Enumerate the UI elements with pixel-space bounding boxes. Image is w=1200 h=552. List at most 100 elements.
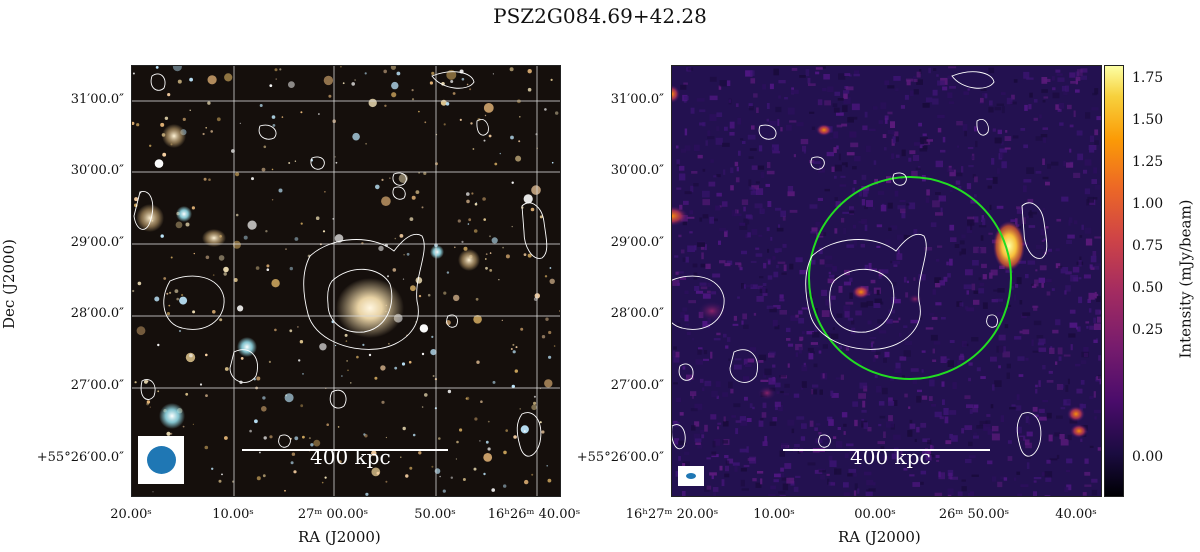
noise-pixel — [751, 125, 755, 130]
noise-pixel — [768, 351, 776, 356]
noise-pixel — [958, 355, 965, 361]
noise-pixel — [1089, 264, 1093, 269]
noise-pixel — [893, 434, 901, 440]
noise-pixel — [687, 245, 695, 252]
noise-pixel — [790, 89, 799, 94]
noise-pixel — [801, 386, 804, 390]
noise-pixel — [675, 351, 680, 358]
noise-pixel — [949, 169, 956, 177]
noise-pixel — [775, 405, 778, 411]
noise-pixel — [762, 84, 766, 90]
galaxy-dot — [415, 190, 420, 194]
noise-pixel — [963, 284, 972, 290]
noise-pixel — [750, 284, 758, 289]
noise-pixel — [810, 231, 818, 234]
noise-pixel — [925, 197, 930, 203]
galaxy-dot — [177, 79, 182, 84]
noise-pixel — [919, 144, 925, 149]
noise-pixel — [998, 334, 1006, 341]
galaxy-dot — [431, 71, 435, 75]
galaxy-dot — [185, 222, 190, 227]
noise-pixel — [684, 451, 690, 455]
noise-pixel — [1084, 188, 1090, 195]
noise-pixel — [733, 213, 742, 216]
noise-pixel — [847, 317, 854, 321]
noise-pixel — [805, 69, 810, 77]
galaxy-dot — [391, 92, 397, 98]
noise-pixel — [968, 455, 976, 459]
galaxy-dot — [402, 278, 405, 280]
beam-box — [678, 466, 704, 486]
noise-pixel — [968, 441, 973, 447]
noise-pixel — [1060, 267, 1069, 274]
noise-pixel — [901, 375, 905, 379]
noise-pixel — [876, 224, 883, 228]
noise-pixel — [1099, 378, 1101, 385]
noise-pixel — [1025, 274, 1029, 279]
noise-pixel — [846, 152, 855, 156]
noise-pixel — [793, 486, 799, 492]
noise-pixel — [822, 344, 828, 349]
noise-pixel — [842, 211, 850, 214]
noise-pixel — [850, 327, 856, 335]
galaxy-dot — [237, 305, 244, 312]
noise-pixel — [849, 210, 855, 214]
noise-pixel — [757, 471, 764, 474]
noise-pixel — [966, 226, 973, 234]
noise-pixel — [1023, 179, 1032, 183]
noise-pixel — [1089, 146, 1095, 153]
galaxy-dot — [334, 156, 336, 158]
noise-pixel — [967, 493, 974, 496]
noise-pixel — [815, 71, 820, 75]
noise-pixel — [1031, 283, 1034, 286]
galaxy-dot — [235, 213, 239, 217]
noise-pixel — [716, 174, 721, 178]
galaxy-dot — [218, 255, 225, 261]
noise-pixel — [921, 395, 928, 400]
noise-pixel — [963, 91, 969, 95]
noise-pixel — [843, 431, 846, 435]
noise-pixel — [1068, 217, 1073, 223]
noise-pixel — [780, 467, 784, 472]
noise-pixel — [735, 262, 742, 266]
noise-pixel — [679, 204, 683, 210]
noise-pixel — [807, 347, 814, 352]
noise-pixel — [834, 228, 838, 234]
noise-pixel — [898, 317, 901, 321]
galaxy-dot — [509, 67, 514, 72]
noise-pixel — [1052, 329, 1059, 334]
galaxy-dot — [446, 271, 450, 274]
noise-pixel — [1011, 404, 1016, 407]
noise-pixel — [874, 178, 878, 185]
noise-pixel — [785, 327, 791, 333]
noise-pixel — [777, 261, 786, 264]
noise-pixel — [1084, 159, 1092, 166]
noise-pixel — [815, 67, 823, 70]
noise-pixel — [1039, 114, 1042, 119]
galaxy-dot — [466, 83, 469, 86]
noise-pixel — [820, 474, 826, 480]
noise-pixel — [1092, 251, 1097, 257]
noise-pixel — [835, 441, 843, 448]
noise-pixel — [732, 323, 739, 326]
scale-bar-label: 400 kpc — [850, 445, 931, 469]
noise-pixel — [798, 310, 803, 315]
galaxy-dot — [269, 435, 273, 439]
noise-pixel — [888, 397, 893, 403]
noise-pixel — [724, 263, 731, 267]
noise-pixel — [683, 200, 689, 205]
noise-pixel — [1067, 104, 1072, 110]
noise-pixel — [876, 245, 881, 248]
noise-pixel — [803, 149, 806, 154]
noise-pixel — [1013, 477, 1017, 481]
galaxy-dot — [421, 206, 424, 209]
noise-pixel — [762, 286, 766, 293]
noise-pixel — [1043, 238, 1046, 241]
noise-pixel — [1029, 211, 1037, 215]
radio-contours — [672, 71, 1048, 457]
noise-pixel — [1091, 265, 1100, 270]
noise-pixel — [1100, 299, 1101, 303]
noise-pixel — [742, 284, 746, 289]
noise-pixel — [903, 325, 908, 328]
noise-pixel — [682, 463, 686, 468]
